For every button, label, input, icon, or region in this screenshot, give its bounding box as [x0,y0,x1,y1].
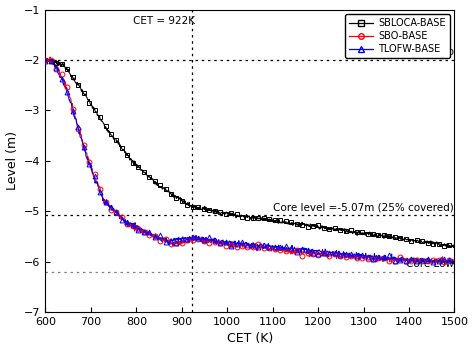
X-axis label: CET (K): CET (K) [227,332,273,345]
Text: Core Low: Core Low [406,259,454,269]
Text: CET = 922K: CET = 922K [133,15,195,26]
Legend: SBLOCA-BASE, SBO-BASE, TLOFW-BASE: SBLOCA-BASE, SBO-BASE, TLOFW-BASE [345,14,449,58]
Y-axis label: Level (m): Level (m) [6,131,18,190]
Text: Core level =-5.07m (25% covered): Core level =-5.07m (25% covered) [273,202,454,212]
Text: Core Top: Core Top [409,47,454,57]
